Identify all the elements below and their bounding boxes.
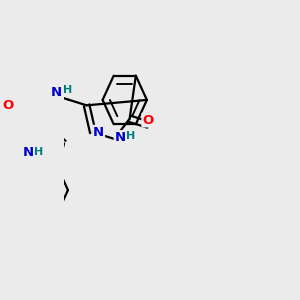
Text: N: N <box>51 86 62 99</box>
Text: H: H <box>34 147 44 157</box>
Text: N: N <box>93 126 104 139</box>
Text: H: H <box>126 131 136 141</box>
Text: H: H <box>63 85 72 95</box>
Text: N: N <box>23 146 34 159</box>
Text: O: O <box>3 99 14 112</box>
Text: N: N <box>115 131 126 144</box>
Text: O: O <box>142 114 154 127</box>
